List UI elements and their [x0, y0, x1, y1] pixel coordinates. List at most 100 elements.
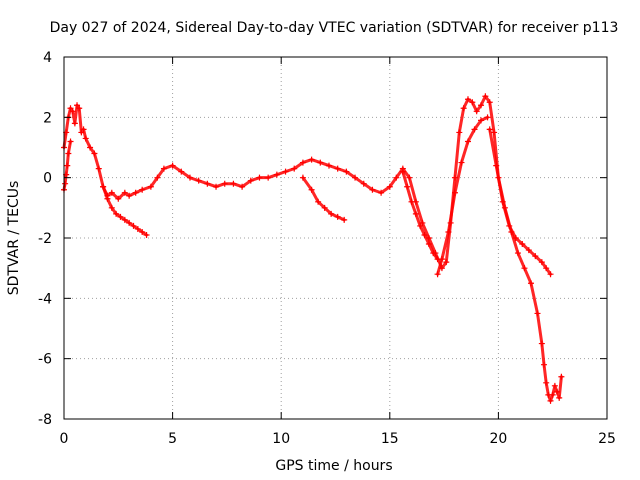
data-point [445, 228, 452, 235]
data-point [334, 213, 341, 220]
data-point [486, 126, 493, 133]
data-point [532, 253, 539, 260]
data-point [95, 165, 102, 172]
data-point [273, 171, 280, 178]
x-tick-label: 15 [381, 431, 399, 447]
data-point [113, 210, 120, 217]
data-point [493, 162, 500, 169]
x-tick-label: 25 [598, 431, 616, 447]
data-point [464, 96, 471, 103]
data-point [421, 231, 428, 238]
data-point [80, 126, 87, 133]
data-point [460, 105, 467, 112]
y-tick-label: -2 [38, 231, 52, 247]
data-point [325, 162, 332, 169]
data-point [334, 165, 341, 172]
data-point [169, 162, 176, 169]
data-point [87, 144, 94, 151]
data-point [160, 165, 167, 172]
data-point [438, 256, 445, 263]
data-point [425, 241, 432, 248]
data-point [108, 189, 115, 196]
data-point [534, 310, 541, 317]
data-point [82, 135, 89, 142]
chart-title: Day 027 of 2024, Sidereal Day-to-day VTE… [50, 20, 619, 36]
plot-frame [63, 56, 608, 420]
data-point [352, 174, 359, 181]
data-point [247, 177, 254, 184]
data-point [386, 183, 393, 190]
data-point [76, 105, 83, 112]
data-point [134, 225, 141, 232]
data-point [486, 99, 493, 106]
data-point [469, 99, 476, 106]
data-point [378, 189, 385, 196]
data-point [282, 168, 289, 175]
data-point [412, 210, 419, 217]
data-point [343, 168, 350, 175]
data-point [541, 361, 548, 368]
data-point [213, 183, 220, 190]
data-point [554, 388, 561, 395]
data-point [417, 222, 424, 229]
data-point [195, 177, 202, 184]
y-tick-label: -6 [38, 352, 52, 368]
data-point [308, 186, 315, 193]
data-point [547, 271, 554, 278]
data-point [328, 210, 335, 217]
data-point [317, 159, 324, 166]
data-point [265, 174, 272, 181]
data-point [117, 213, 124, 220]
data-point [478, 117, 485, 124]
data-point [64, 162, 71, 169]
data-point [543, 265, 550, 272]
data-point [525, 247, 532, 254]
data-point [178, 168, 185, 175]
data-point [491, 129, 498, 136]
data-point [527, 280, 534, 287]
data-point [521, 265, 528, 272]
data-point [121, 189, 128, 196]
data-point [74, 102, 81, 109]
data-point [291, 165, 298, 172]
data-point [143, 231, 150, 238]
data-point [406, 174, 413, 181]
data-point [139, 186, 146, 193]
series-branch-low-3h [100, 183, 150, 238]
x-tick-label: 0 [60, 431, 69, 447]
data-point [108, 204, 115, 211]
data-point [154, 174, 161, 181]
data-point [115, 195, 122, 202]
data-point [321, 204, 328, 211]
data-point [443, 259, 450, 266]
data-point [186, 174, 193, 181]
data-point [256, 174, 263, 181]
data-point [547, 397, 554, 404]
data-point [551, 382, 558, 389]
data-point [62, 180, 69, 187]
data-point [67, 138, 74, 145]
data-point [499, 198, 506, 205]
y-tick-label: 4 [43, 50, 52, 66]
data-point [393, 174, 400, 181]
data-point [399, 168, 406, 175]
data-point [369, 186, 376, 193]
data-point [538, 340, 545, 347]
data-point [556, 394, 563, 401]
y-tick-label: -8 [38, 412, 52, 428]
data-point [456, 129, 463, 136]
data-point [543, 379, 550, 386]
data-point [71, 120, 78, 127]
data-point [484, 114, 491, 121]
series-branch-18h [434, 114, 491, 278]
data-point [458, 159, 465, 166]
x-tick-label: 5 [168, 431, 177, 447]
data-point [126, 219, 133, 226]
data-point [104, 195, 111, 202]
data-point [67, 105, 74, 112]
data-point [299, 159, 306, 166]
data-point [299, 174, 306, 181]
series-line [436, 115, 490, 276]
data-point [132, 189, 139, 196]
data-point [69, 108, 76, 115]
